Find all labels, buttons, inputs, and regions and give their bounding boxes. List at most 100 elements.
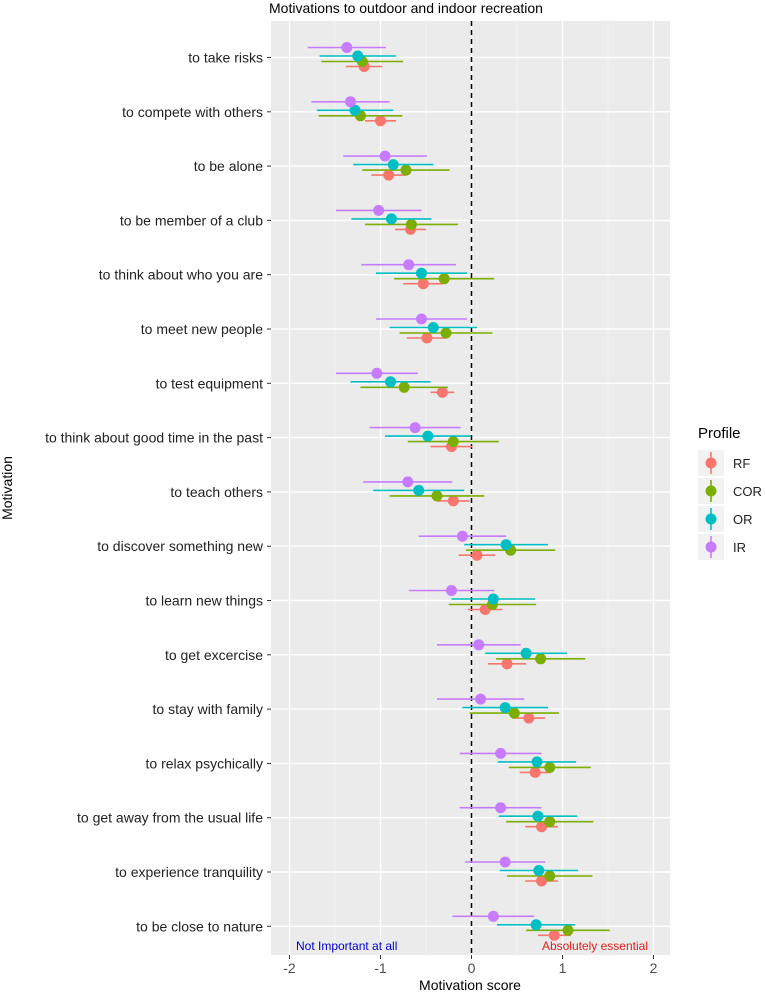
y-tick-label: to think about who you are — [99, 267, 263, 283]
point-or — [487, 593, 499, 605]
data-marks — [307, 42, 610, 941]
point-cor — [535, 653, 547, 665]
plot-panel — [271, 21, 670, 955]
point-ir — [344, 96, 356, 108]
point-or — [352, 50, 364, 62]
legend-label-ir: IR — [733, 540, 746, 555]
point-ir — [373, 204, 385, 216]
point-cor — [447, 436, 459, 448]
point-rf — [375, 115, 386, 127]
y-tick-label: to compete with others — [122, 104, 263, 120]
y-tick-label: to be member of a club — [120, 212, 263, 228]
point-cor — [562, 924, 574, 936]
series-ir — [307, 42, 546, 922]
point-ir — [495, 747, 507, 759]
y-tick-label: to discover something new — [97, 538, 264, 554]
point-or — [385, 213, 397, 225]
point-or — [427, 322, 439, 333]
legend-title: Profile — [698, 425, 741, 442]
point-rf — [536, 875, 548, 887]
point-cor — [440, 327, 452, 339]
x-tick-labels: -2 -1 0 1 2 — [283, 955, 658, 976]
point-cor — [438, 273, 450, 285]
point-or — [349, 104, 361, 116]
point-cor — [508, 707, 520, 719]
point-ir — [445, 585, 457, 596]
y-tick-labels: to take risks to compete with others to be… — [45, 50, 271, 934]
legend-key-point — [705, 541, 717, 553]
y-tick-label: to teach others — [170, 484, 263, 500]
point-rf — [529, 766, 541, 778]
point-ir — [341, 42, 353, 53]
y-tick-label: to think about good time in the past — [45, 430, 263, 446]
legend-label-rf: RF — [733, 456, 750, 471]
y-tick-label: to be alone — [194, 158, 263, 174]
y-tick-label: to test equipment — [156, 375, 264, 391]
point-ir — [403, 259, 415, 271]
point-rf — [383, 169, 395, 181]
point-rf — [421, 332, 433, 344]
point-ir — [409, 422, 421, 434]
point-ir — [415, 313, 427, 325]
point-ir — [487, 910, 499, 922]
legend-key-point — [705, 457, 717, 469]
point-ir — [402, 476, 414, 488]
point-ir — [371, 367, 383, 379]
y-tick-label: to be close to nature — [136, 918, 263, 934]
point-rf — [523, 712, 535, 724]
y-tick-label: to experience tranquility — [115, 864, 263, 880]
point-or — [387, 159, 399, 171]
point-rf — [447, 495, 459, 507]
point-or — [385, 376, 397, 388]
point-ir — [499, 856, 511, 868]
point-or — [532, 810, 544, 822]
legend-key-point — [705, 513, 717, 525]
point-or — [415, 267, 427, 279]
point-ir — [379, 150, 391, 162]
point-rf — [436, 386, 448, 398]
x-tick-label: 1 — [559, 960, 567, 976]
point-or — [530, 919, 542, 931]
y-tick-label: to meet new people — [141, 321, 263, 337]
point-rf — [548, 929, 560, 941]
point-cor — [405, 218, 417, 230]
point-or — [422, 430, 434, 442]
point-cor — [431, 490, 443, 502]
legend-label-or: OR — [733, 512, 753, 527]
x-tick-label: 0 — [468, 960, 476, 976]
point-or — [520, 647, 532, 659]
point-or — [531, 756, 543, 768]
annotation-absolutely-essential: Absolutely essential — [542, 939, 648, 953]
y-tick-label: to get excercise — [165, 647, 263, 663]
y-tick-label: to get away from the usual life — [77, 810, 263, 826]
point-or — [413, 484, 425, 496]
point-cor — [398, 381, 410, 393]
x-tick-label: -2 — [283, 960, 296, 976]
grid — [271, 21, 670, 955]
legend-key-point — [705, 485, 717, 497]
point-or — [499, 702, 511, 714]
point-rf — [417, 278, 429, 290]
point-cor — [544, 870, 556, 882]
legend: Profile RF COR OR IR — [698, 425, 762, 560]
point-ir — [495, 802, 507, 814]
point-ir — [456, 530, 468, 542]
y-tick-label: to take risks — [188, 50, 263, 66]
point-rf — [471, 549, 483, 561]
y-tick-label: to learn new things — [145, 593, 263, 609]
point-or — [500, 539, 512, 551]
y-axis-label: Motivation — [0, 456, 15, 520]
y-tick-label: to relax psychically — [146, 755, 264, 771]
point-or — [533, 865, 545, 876]
chart-title: Motivations to outdoor and indoor recrea… — [269, 0, 543, 16]
point-cor — [544, 761, 556, 773]
annotation-not-important: Not Important at all — [296, 939, 397, 953]
x-tick-label: 2 — [650, 960, 658, 976]
x-tick-label: -1 — [374, 960, 387, 976]
series-cor — [318, 56, 610, 936]
point-ir — [475, 693, 487, 705]
y-tick-label: to stay with family — [153, 701, 263, 717]
point-cor — [400, 164, 412, 176]
legend-label-cor: COR — [733, 484, 762, 499]
